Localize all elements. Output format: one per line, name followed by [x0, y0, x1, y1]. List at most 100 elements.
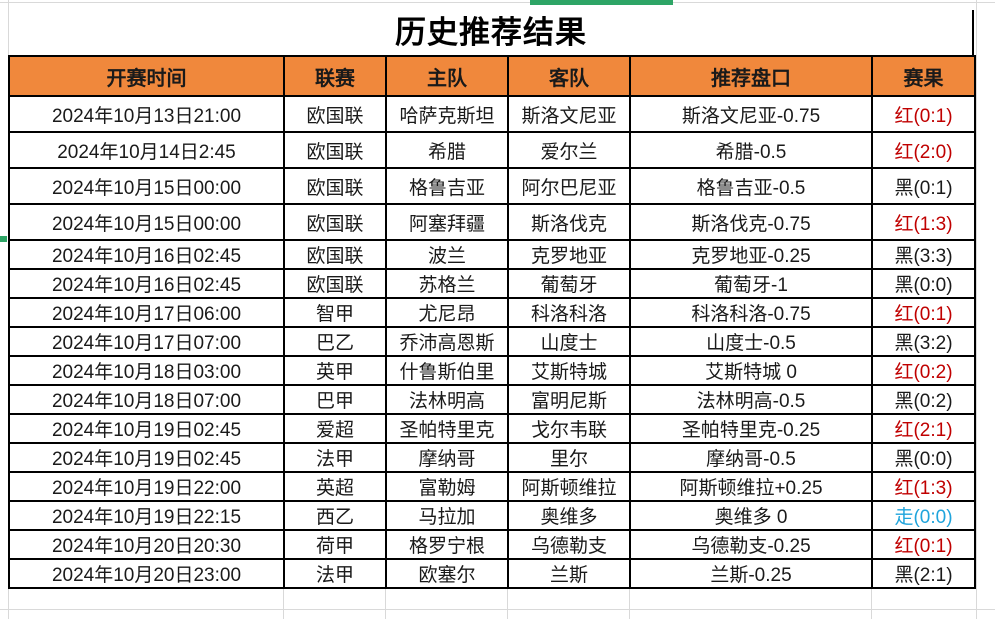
- cell-handicap[interactable]: 希腊-0.5: [629, 131, 873, 169]
- cell-time[interactable]: 2024年10月17日06:00: [8, 297, 285, 328]
- cell-away-team[interactable]: 克罗地亚: [507, 239, 631, 270]
- cell-handicap[interactable]: 艾斯特城 0: [629, 355, 873, 386]
- cell-time[interactable]: 2024年10月18日03:00: [8, 355, 285, 386]
- cell-handicap[interactable]: 阿斯顿维拉+0.25: [629, 471, 873, 502]
- cell-away-team[interactable]: 葡萄牙: [507, 268, 631, 299]
- cell-league[interactable]: 爱超: [283, 413, 387, 444]
- cell-league[interactable]: 英甲: [283, 355, 387, 386]
- cell-away-team[interactable]: 山度士: [507, 326, 631, 357]
- cell-handicap[interactable]: 格鲁吉亚-0.5: [629, 167, 873, 205]
- cell-away-team[interactable]: 阿斯顿维拉: [507, 471, 631, 502]
- cell-league[interactable]: 欧国联: [283, 131, 387, 169]
- cell-league[interactable]: 荷甲: [283, 529, 387, 560]
- cell-handicap[interactable]: 奥维多 0: [629, 500, 873, 531]
- cell-time[interactable]: 2024年10月16日02:45: [8, 239, 285, 270]
- cell-league[interactable]: 西乙: [283, 500, 387, 531]
- cell-time[interactable]: 2024年10月14日2:45: [8, 131, 285, 169]
- header-cell-away[interactable]: 客队: [507, 55, 631, 97]
- cell-time[interactable]: 2024年10月17日07:00: [8, 326, 285, 357]
- cell-result[interactable]: 黑(0:2): [871, 384, 976, 415]
- cell-home-team[interactable]: 尤尼昂: [385, 297, 509, 328]
- cell-home-team[interactable]: 富勒姆: [385, 471, 509, 502]
- cell-handicap[interactable]: 摩纳哥-0.5: [629, 442, 873, 473]
- cell-time[interactable]: 2024年10月18日07:00: [8, 384, 285, 415]
- cell-time[interactable]: 2024年10月15日00:00: [8, 203, 285, 241]
- cell-league[interactable]: 欧国联: [283, 95, 387, 133]
- cell-handicap[interactable]: 斯洛文尼亚-0.75: [629, 95, 873, 133]
- cell-time[interactable]: 2024年10月13日21:00: [8, 95, 285, 133]
- cell-home-team[interactable]: 哈萨克斯坦: [385, 95, 509, 133]
- cell-home-team[interactable]: 阿塞拜疆: [385, 203, 509, 241]
- cell-time[interactable]: 2024年10月16日02:45: [8, 268, 285, 299]
- cell-away-team[interactable]: 科洛科洛: [507, 297, 631, 328]
- cell-result[interactable]: 红(0:2): [871, 355, 976, 386]
- cell-away-team[interactable]: 阿尔巴尼亚: [507, 167, 631, 205]
- cell-handicap[interactable]: 兰斯-0.25: [629, 558, 873, 589]
- cell-result[interactable]: 黑(0:0): [871, 268, 976, 299]
- cell-league[interactable]: 法甲: [283, 442, 387, 473]
- cell-handicap[interactable]: 克罗地亚-0.25: [629, 239, 873, 270]
- header-cell-home[interactable]: 主队: [385, 55, 509, 97]
- cell-time[interactable]: 2024年10月19日02:45: [8, 442, 285, 473]
- cell-away-team[interactable]: 奥维多: [507, 500, 631, 531]
- cell-league[interactable]: 欧国联: [283, 239, 387, 270]
- cell-away-team[interactable]: 斯洛伐克: [507, 203, 631, 241]
- cell-league[interactable]: 法甲: [283, 558, 387, 589]
- page-title[interactable]: 历史推荐结果: [395, 14, 587, 50]
- cell-time[interactable]: 2024年10月15日00:00: [8, 167, 285, 205]
- cell-home-team[interactable]: 摩纳哥: [385, 442, 509, 473]
- cell-result[interactable]: 红(0:1): [871, 297, 976, 328]
- cell-home-team[interactable]: 什鲁斯伯里: [385, 355, 509, 386]
- cell-away-team[interactable]: 爱尔兰: [507, 131, 631, 169]
- cell-time[interactable]: 2024年10月19日02:45: [8, 413, 285, 444]
- cell-home-team[interactable]: 马拉加: [385, 500, 509, 531]
- cell-result[interactable]: 黑(0:0): [871, 442, 976, 473]
- cell-home-team[interactable]: 苏格兰: [385, 268, 509, 299]
- cell-home-team[interactable]: 波兰: [385, 239, 509, 270]
- cell-result[interactable]: 黑(3:2): [871, 326, 976, 357]
- cell-result[interactable]: 黑(3:3): [871, 239, 976, 270]
- cell-league[interactable]: 巴乙: [283, 326, 387, 357]
- cell-away-team[interactable]: 富明尼斯: [507, 384, 631, 415]
- cell-handicap[interactable]: 山度士-0.5: [629, 326, 873, 357]
- header-cell-result[interactable]: 赛果: [871, 55, 976, 97]
- cell-away-team[interactable]: 兰斯: [507, 558, 631, 589]
- cell-home-team[interactable]: 格鲁吉亚: [385, 167, 509, 205]
- cell-away-team[interactable]: 艾斯特城: [507, 355, 631, 386]
- cell-result[interactable]: 红(0:1): [871, 529, 976, 560]
- cell-result[interactable]: 走(0:0): [871, 500, 976, 531]
- cell-handicap[interactable]: 科洛科洛-0.75: [629, 297, 873, 328]
- cell-league[interactable]: 智甲: [283, 297, 387, 328]
- cell-league[interactable]: 欧国联: [283, 268, 387, 299]
- header-cell-time[interactable]: 开赛时间: [8, 55, 285, 97]
- cell-away-team[interactable]: 戈尔韦联: [507, 413, 631, 444]
- cell-away-team[interactable]: 乌德勒支: [507, 529, 631, 560]
- cell-home-team[interactable]: 格罗宁根: [385, 529, 509, 560]
- cell-result[interactable]: 红(1:3): [871, 471, 976, 502]
- cell-home-team[interactable]: 欧塞尔: [385, 558, 509, 589]
- cell-result[interactable]: 红(0:1): [871, 95, 976, 133]
- cell-handicap[interactable]: 圣帕特里克-0.25: [629, 413, 873, 444]
- cell-home-team[interactable]: 法林明高: [385, 384, 509, 415]
- cell-away-team[interactable]: 里尔: [507, 442, 631, 473]
- cell-time[interactable]: 2024年10月20日20:30: [8, 529, 285, 560]
- cell-result[interactable]: 黑(2:1): [871, 558, 976, 589]
- cell-handicap[interactable]: 斯洛伐克-0.75: [629, 203, 873, 241]
- cell-result[interactable]: 红(2:1): [871, 413, 976, 444]
- header-cell-league[interactable]: 联赛: [283, 55, 387, 97]
- cell-handicap[interactable]: 葡萄牙-1: [629, 268, 873, 299]
- cell-result[interactable]: 红(2:0): [871, 131, 976, 169]
- cell-league[interactable]: 欧国联: [283, 167, 387, 205]
- cell-league[interactable]: 英超: [283, 471, 387, 502]
- cell-time[interactable]: 2024年10月20日23:00: [8, 558, 285, 589]
- cell-home-team[interactable]: 乔沛高恩斯: [385, 326, 509, 357]
- cell-league[interactable]: 欧国联: [283, 203, 387, 241]
- cell-time[interactable]: 2024年10月19日22:15: [8, 500, 285, 531]
- header-cell-handicap[interactable]: 推荐盘口: [629, 55, 873, 97]
- cell-home-team[interactable]: 圣帕特里克: [385, 413, 509, 444]
- cell-time[interactable]: 2024年10月19日22:00: [8, 471, 285, 502]
- cell-handicap[interactable]: 乌德勒支-0.25: [629, 529, 873, 560]
- cell-away-team[interactable]: 斯洛文尼亚: [507, 95, 631, 133]
- cell-league[interactable]: 巴甲: [283, 384, 387, 415]
- cell-result[interactable]: 红(1:3): [871, 203, 976, 241]
